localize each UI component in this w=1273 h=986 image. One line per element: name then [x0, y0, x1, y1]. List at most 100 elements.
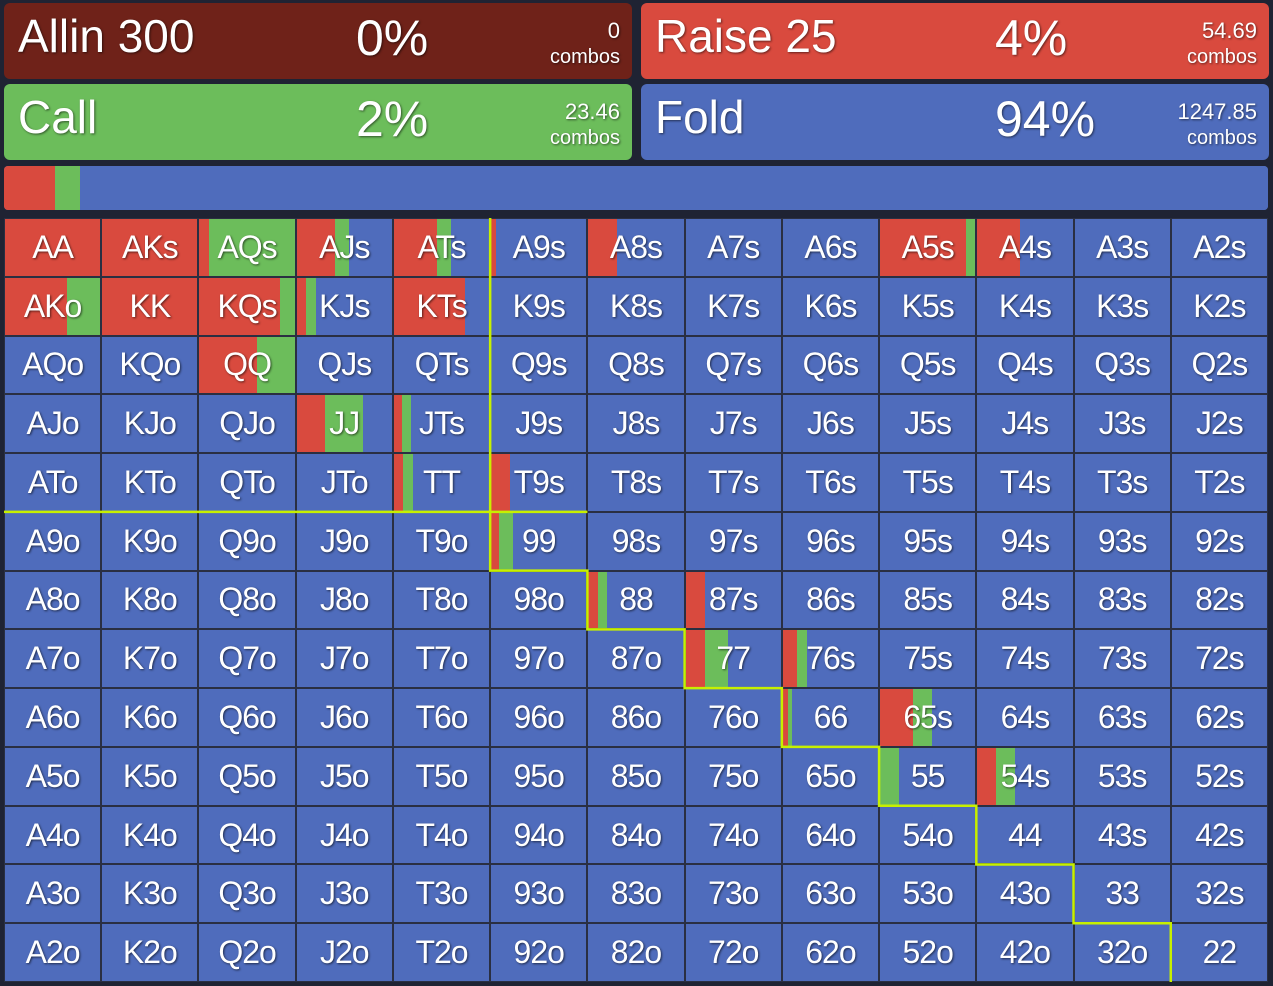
hand-cell[interactable]: 54s [976, 746, 1074, 806]
hand-cell[interactable]: A8o [4, 570, 102, 630]
hand-cell[interactable]: T8s [587, 453, 685, 512]
hand-cell[interactable]: K4o [101, 805, 199, 865]
hand-cell[interactable]: T3o [392, 864, 491, 924]
hand-cell[interactable]: J2s [1170, 394, 1268, 454]
hand-cell[interactable]: 86s [781, 570, 880, 630]
hand-cell[interactable]: KQs [198, 276, 296, 336]
hand-cell[interactable]: K4s [976, 276, 1074, 336]
hand-cell[interactable]: A3s [1073, 218, 1171, 277]
hand-cell[interactable]: AJo [4, 394, 102, 454]
hand-cell[interactable]: 85s [879, 570, 977, 630]
hand-cell[interactable]: T6o [392, 688, 491, 747]
hand-cell[interactable]: 65s [879, 688, 977, 747]
hand-cell[interactable]: 74s [976, 629, 1074, 689]
hand-cell[interactable]: K2s [1170, 276, 1268, 336]
hand-cell[interactable]: K7s [684, 276, 782, 336]
hand-cell[interactable]: 73o [684, 864, 782, 924]
hand-cell[interactable]: K7o [101, 629, 199, 689]
hand-cell[interactable]: 97s [684, 511, 782, 571]
hand-cell[interactable]: AQo [4, 335, 102, 395]
hand-cell[interactable]: T2o [392, 923, 491, 982]
hand-cell[interactable]: KJo [101, 394, 199, 454]
hand-cell[interactable]: 53o [879, 864, 977, 924]
hand-cell[interactable]: 88 [587, 570, 685, 630]
hand-cell[interactable]: ATo [4, 453, 102, 512]
hand-cell[interactable]: 63s [1073, 688, 1171, 747]
hand-cell[interactable]: J4o [295, 805, 393, 865]
hand-cell[interactable]: 75s [879, 629, 977, 689]
hand-cell[interactable]: A6o [4, 688, 102, 747]
hand-cell[interactable]: T5o [392, 746, 491, 806]
hand-cell[interactable]: A2o [4, 923, 102, 982]
hand-cell[interactable]: Q9o [198, 511, 296, 571]
hand-cell[interactable]: J5o [295, 746, 393, 806]
hand-cell[interactable]: QQ [198, 335, 296, 395]
hand-cell[interactable]: T9o [392, 511, 491, 571]
hand-cell[interactable]: 95s [879, 511, 977, 571]
hand-cell[interactable]: 62o [781, 923, 880, 982]
hand-cell[interactable]: 55 [879, 746, 977, 806]
hand-cell[interactable]: K6s [781, 276, 880, 336]
hand-cell[interactable]: Q5s [879, 335, 977, 395]
hand-cell[interactable]: Q3o [198, 864, 296, 924]
hand-cell[interactable]: K9s [490, 276, 588, 336]
hand-cell[interactable]: 84o [587, 805, 685, 865]
hand-cell[interactable]: J3o [295, 864, 393, 924]
hand-cell[interactable]: T2s [1170, 453, 1268, 512]
hand-cell[interactable]: A7o [4, 629, 102, 689]
hand-cell[interactable]: TT [392, 453, 491, 512]
hand-cell[interactable]: QJo [198, 394, 296, 454]
hand-cell[interactable]: Q4o [198, 805, 296, 865]
hand-cell[interactable]: A6s [781, 218, 880, 277]
hand-cell[interactable]: 94o [490, 805, 588, 865]
hand-cell[interactable]: T4o [392, 805, 491, 865]
hand-cell[interactable]: J9o [295, 511, 393, 571]
hand-cell[interactable]: 87o [587, 629, 685, 689]
hand-cell[interactable]: QJs [295, 335, 393, 395]
hand-cell[interactable]: 22 [1170, 923, 1268, 982]
hand-cell[interactable]: 99 [490, 511, 588, 571]
hand-cell[interactable]: T5s [879, 453, 977, 512]
hand-cell[interactable]: K3o [101, 864, 199, 924]
hand-cell[interactable]: KK [101, 276, 199, 336]
hand-cell[interactable]: J9s [490, 394, 588, 454]
hand-cell[interactable]: 92o [490, 923, 588, 982]
hand-cell[interactable]: Q7s [684, 335, 782, 395]
hand-cell[interactable]: J6s [781, 394, 880, 454]
hand-cell[interactable]: 53s [1073, 746, 1171, 806]
hand-cell[interactable]: 98s [587, 511, 685, 571]
hand-cell[interactable]: K6o [101, 688, 199, 747]
hand-cell[interactable]: 64o [781, 805, 880, 865]
hand-cell[interactable]: J8s [587, 394, 685, 454]
hand-cell[interactable]: JJ [295, 394, 393, 454]
hand-cell[interactable]: 32s [1170, 864, 1268, 924]
hand-cell[interactable]: 62s [1170, 688, 1268, 747]
hand-cell[interactable]: AJs [295, 218, 393, 277]
hand-cell[interactable]: A4s [976, 218, 1074, 277]
hand-cell[interactable]: 77 [684, 629, 782, 689]
hand-cell[interactable]: A5o [4, 746, 102, 806]
hand-cell[interactable]: J8o [295, 570, 393, 630]
hand-cell[interactable]: A8s [587, 218, 685, 277]
hand-cell[interactable]: Q7o [198, 629, 296, 689]
hand-cell[interactable]: 76s [781, 629, 880, 689]
hand-cell[interactable]: T8o [392, 570, 491, 630]
hand-cell[interactable]: 66 [781, 688, 880, 747]
hand-cell[interactable]: KQo [101, 335, 199, 395]
hand-cell[interactable]: AKs [101, 218, 199, 277]
hand-cell[interactable]: 76o [684, 688, 782, 747]
hand-cell[interactable]: 87s [684, 570, 782, 630]
hand-cell[interactable]: 86o [587, 688, 685, 747]
hand-cell[interactable]: 93o [490, 864, 588, 924]
hand-cell[interactable]: 74o [684, 805, 782, 865]
hand-cell[interactable]: Q2s [1170, 335, 1268, 395]
hand-cell[interactable]: 92s [1170, 511, 1268, 571]
hand-cell[interactable]: 84s [976, 570, 1074, 630]
hand-cell[interactable]: Q6o [198, 688, 296, 747]
hand-cell[interactable]: T7s [684, 453, 782, 512]
hand-cell[interactable]: A9o [4, 511, 102, 571]
hand-cell[interactable]: 82o [587, 923, 685, 982]
hand-cell[interactable]: T9s [490, 453, 588, 512]
hand-cell[interactable]: 96s [781, 511, 880, 571]
hand-cell[interactable]: JTs [392, 394, 491, 454]
